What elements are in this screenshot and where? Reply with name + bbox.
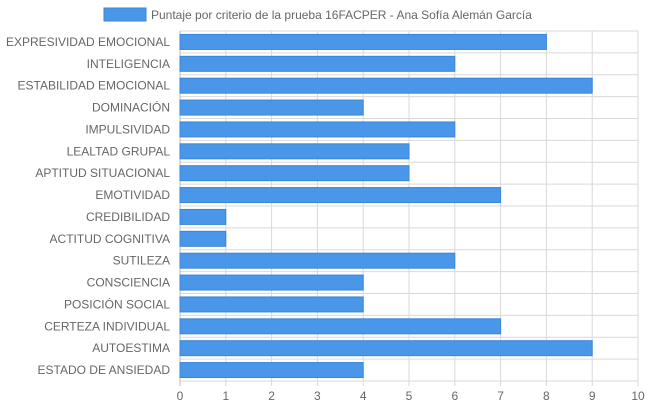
category-label: EXPRESIVIDAD EMOCIONAL: [6, 35, 170, 49]
x-tick-label: 5: [406, 389, 413, 403]
category-label: EMOTIVIDAD: [95, 188, 170, 202]
category-labels: EXPRESIVIDAD EMOCIONAL INTELIGENCIA ESTABI…: [6, 35, 170, 377]
category-label: CERTEZA INDIVIDUAL: [44, 319, 170, 333]
x-tick-label: 4: [360, 389, 367, 403]
bar[interactable]: [179, 55, 456, 72]
x-tick-label: 6: [451, 389, 458, 403]
category-label: ACTITUD COGNITIVA: [50, 232, 170, 246]
legend-label: Puntaje por criterio de la prueba 16FACP…: [151, 8, 532, 22]
x-tick-label: 1: [222, 389, 229, 403]
bar[interactable]: [179, 252, 456, 269]
category-label: ESTADO DE ANSIEDAD: [38, 363, 171, 377]
category-label: CONSCIENCIA: [87, 276, 170, 290]
bar[interactable]: [179, 33, 547, 50]
category-label: LEALTAD GRUPAL: [67, 144, 171, 158]
category-label: INTELIGENCIA: [87, 57, 170, 71]
x-tick-label: 7: [497, 389, 504, 403]
bar[interactable]: [179, 165, 410, 182]
chart-legend[interactable]: Puntaje por criterio de la prueba 16FACP…: [103, 7, 532, 22]
category-label: POSICIÓN SOCIAL: [64, 296, 170, 311]
x-tick-label: 0: [177, 389, 184, 403]
bars: [179, 33, 593, 379]
bar[interactable]: [179, 230, 227, 247]
x-tick-label: 10: [631, 389, 645, 403]
category-label: DOMINACIÓN: [92, 100, 170, 115]
bar[interactable]: [179, 296, 364, 313]
bar[interactable]: [179, 187, 502, 204]
category-label: CREDIBILIDAD: [86, 210, 170, 224]
bar[interactable]: [179, 340, 593, 357]
bar[interactable]: [179, 121, 456, 138]
x-tick-label: 8: [543, 389, 550, 403]
x-tick-label: 2: [268, 389, 275, 403]
category-label: IMPULSIVIDAD: [85, 122, 170, 136]
x-axis-tick-labels: 0 1 2 3 4 5 6 7 8 9 10: [177, 389, 645, 403]
bar[interactable]: [179, 77, 593, 94]
category-label: AUTOESTIMA: [92, 341, 170, 355]
legend-swatch: [103, 7, 147, 22]
bar[interactable]: [179, 274, 364, 291]
category-label: APTITUD SITUACIONAL: [35, 166, 170, 180]
category-label: ESTABILIDAD EMOCIONAL: [18, 79, 171, 93]
bar[interactable]: [179, 362, 364, 379]
x-tick-label: 3: [314, 389, 321, 403]
bar[interactable]: [179, 99, 364, 116]
x-tick-label: 9: [589, 389, 596, 403]
bar[interactable]: [179, 318, 502, 335]
category-label: SUTILEZA: [113, 254, 170, 268]
bar[interactable]: [179, 143, 410, 160]
bar[interactable]: [179, 208, 227, 225]
